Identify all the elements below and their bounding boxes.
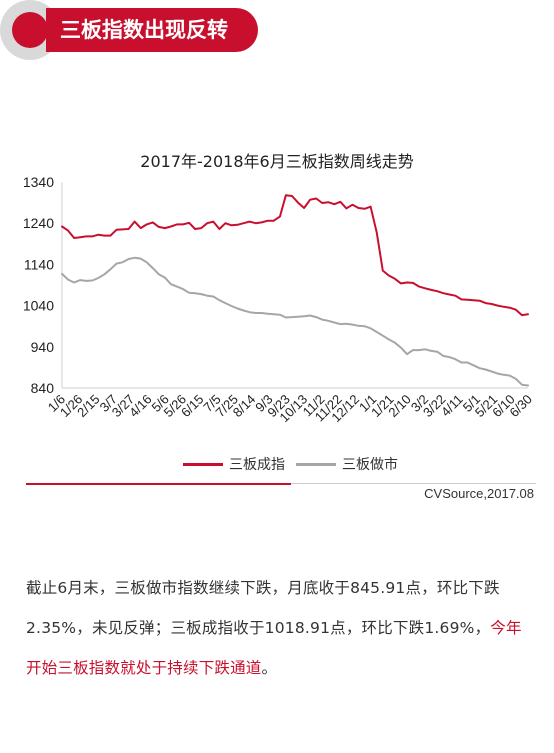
y-tick-label: 1140 <box>24 256 54 272</box>
legend-label-chengzhi: 三板成指 <box>229 457 285 473</box>
header-circle-dot <box>12 12 48 48</box>
legend-label-zuoshi: 三板做市 <box>342 457 398 473</box>
data-source: CVSource,2017.08 <box>424 486 534 501</box>
summary-paragraph: 截止6月末，三板做市指数继续下跌，月底收于845.91点，环比下跌2.35%，未… <box>26 568 530 688</box>
series-line-chengzhi <box>61 194 529 317</box>
y-tick-label: 1240 <box>23 215 54 231</box>
series-line-zuoshi <box>61 256 529 387</box>
legend-item-zuoshi: 三板做市 <box>296 452 398 476</box>
summary-text-part2: 。 <box>261 659 278 677</box>
legend-swatch-chengzhi <box>183 462 223 466</box>
chart-title: 2017年-2018年6月三板指数周线走势 <box>140 152 414 171</box>
y-tick-label: 1340 <box>23 174 54 190</box>
legend-item-chengzhi: 三板成指 <box>183 452 285 476</box>
section-header: 三板指数出现反转 <box>0 0 554 60</box>
divider-gray <box>291 483 536 484</box>
y-tick-label: 840 <box>31 380 55 396</box>
y-tick-label: 940 <box>31 339 55 355</box>
chart-legend: 三板成指 三板做市 <box>0 452 554 476</box>
divider-red <box>26 483 291 485</box>
y-tick-label: 1040 <box>23 298 54 314</box>
legend-swatch-zuoshi <box>296 462 336 466</box>
summary-highlight: 今年开始三板指数就处于持续下跌通道 <box>26 619 522 677</box>
header-banner <box>46 8 258 52</box>
summary-text-part1: 截止6月末，三板做市指数继续下跌，月底收于845.91点，环比下跌2.35%，未… <box>26 579 500 637</box>
line-chart: 84094010401140124013401/61/262/153/73/27… <box>23 174 535 425</box>
section-title: 三板指数出现反转 <box>60 18 228 42</box>
